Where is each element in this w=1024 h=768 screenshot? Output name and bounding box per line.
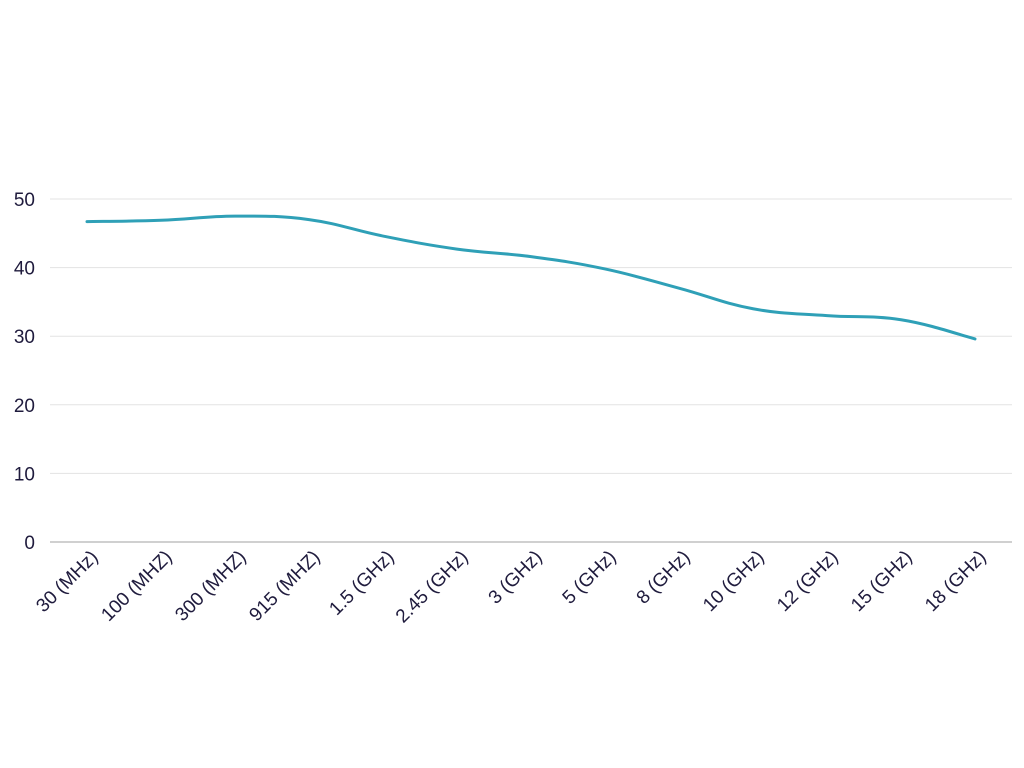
data-point xyxy=(530,255,533,258)
y-tick-label: 40 xyxy=(14,259,35,280)
data-point xyxy=(160,219,163,222)
data-point xyxy=(974,337,977,340)
data-point xyxy=(826,314,829,317)
series-group xyxy=(85,214,977,341)
data-point xyxy=(456,248,459,251)
x-tick-label: 12 (GHz) xyxy=(773,547,842,616)
x-tick-label: 100 (MHZ) xyxy=(97,547,176,626)
x-tick-label: 2.45 (GHz) xyxy=(392,547,473,628)
gridlines xyxy=(50,198,1012,543)
data-point xyxy=(234,215,237,218)
y-tick-label: 0 xyxy=(24,533,35,554)
x-tick-label: 8 (GHz) xyxy=(633,547,695,609)
x-tick-label: 1.5 (GHz) xyxy=(325,547,398,620)
data-point xyxy=(604,267,607,270)
x-tick-label: 10 (GHz) xyxy=(699,547,768,616)
x-tick-label: 18 (GHz) xyxy=(921,547,990,616)
data-point xyxy=(382,235,385,238)
y-axis-ticks: 0 10 20 30 40 50 xyxy=(14,190,35,554)
y-tick-label: 10 xyxy=(14,464,35,485)
data-point xyxy=(900,318,903,321)
x-tick-label: 30 (MHz) xyxy=(32,547,102,617)
y-tick-label: 30 xyxy=(14,327,35,348)
x-tick-label: 915 (MHZ) xyxy=(245,547,324,626)
data-point xyxy=(86,220,89,223)
data-point xyxy=(678,287,681,290)
x-tick-label: 3 (GHz) xyxy=(485,547,547,609)
series-line xyxy=(85,214,977,341)
y-tick-label: 50 xyxy=(14,190,35,211)
data-point xyxy=(752,307,755,310)
data-point xyxy=(308,218,311,221)
x-axis-ticks: 30 (MHz)100 (MHZ)300 (MHZ)915 (MHZ) 1.5 (… xyxy=(32,547,990,628)
x-tick-label: 5 (GHz) xyxy=(559,547,621,609)
x-tick-label: 15 (GHz) xyxy=(847,547,916,616)
y-tick-label: 20 xyxy=(14,396,35,417)
x-tick-label: 300 (MHZ) xyxy=(171,547,250,626)
